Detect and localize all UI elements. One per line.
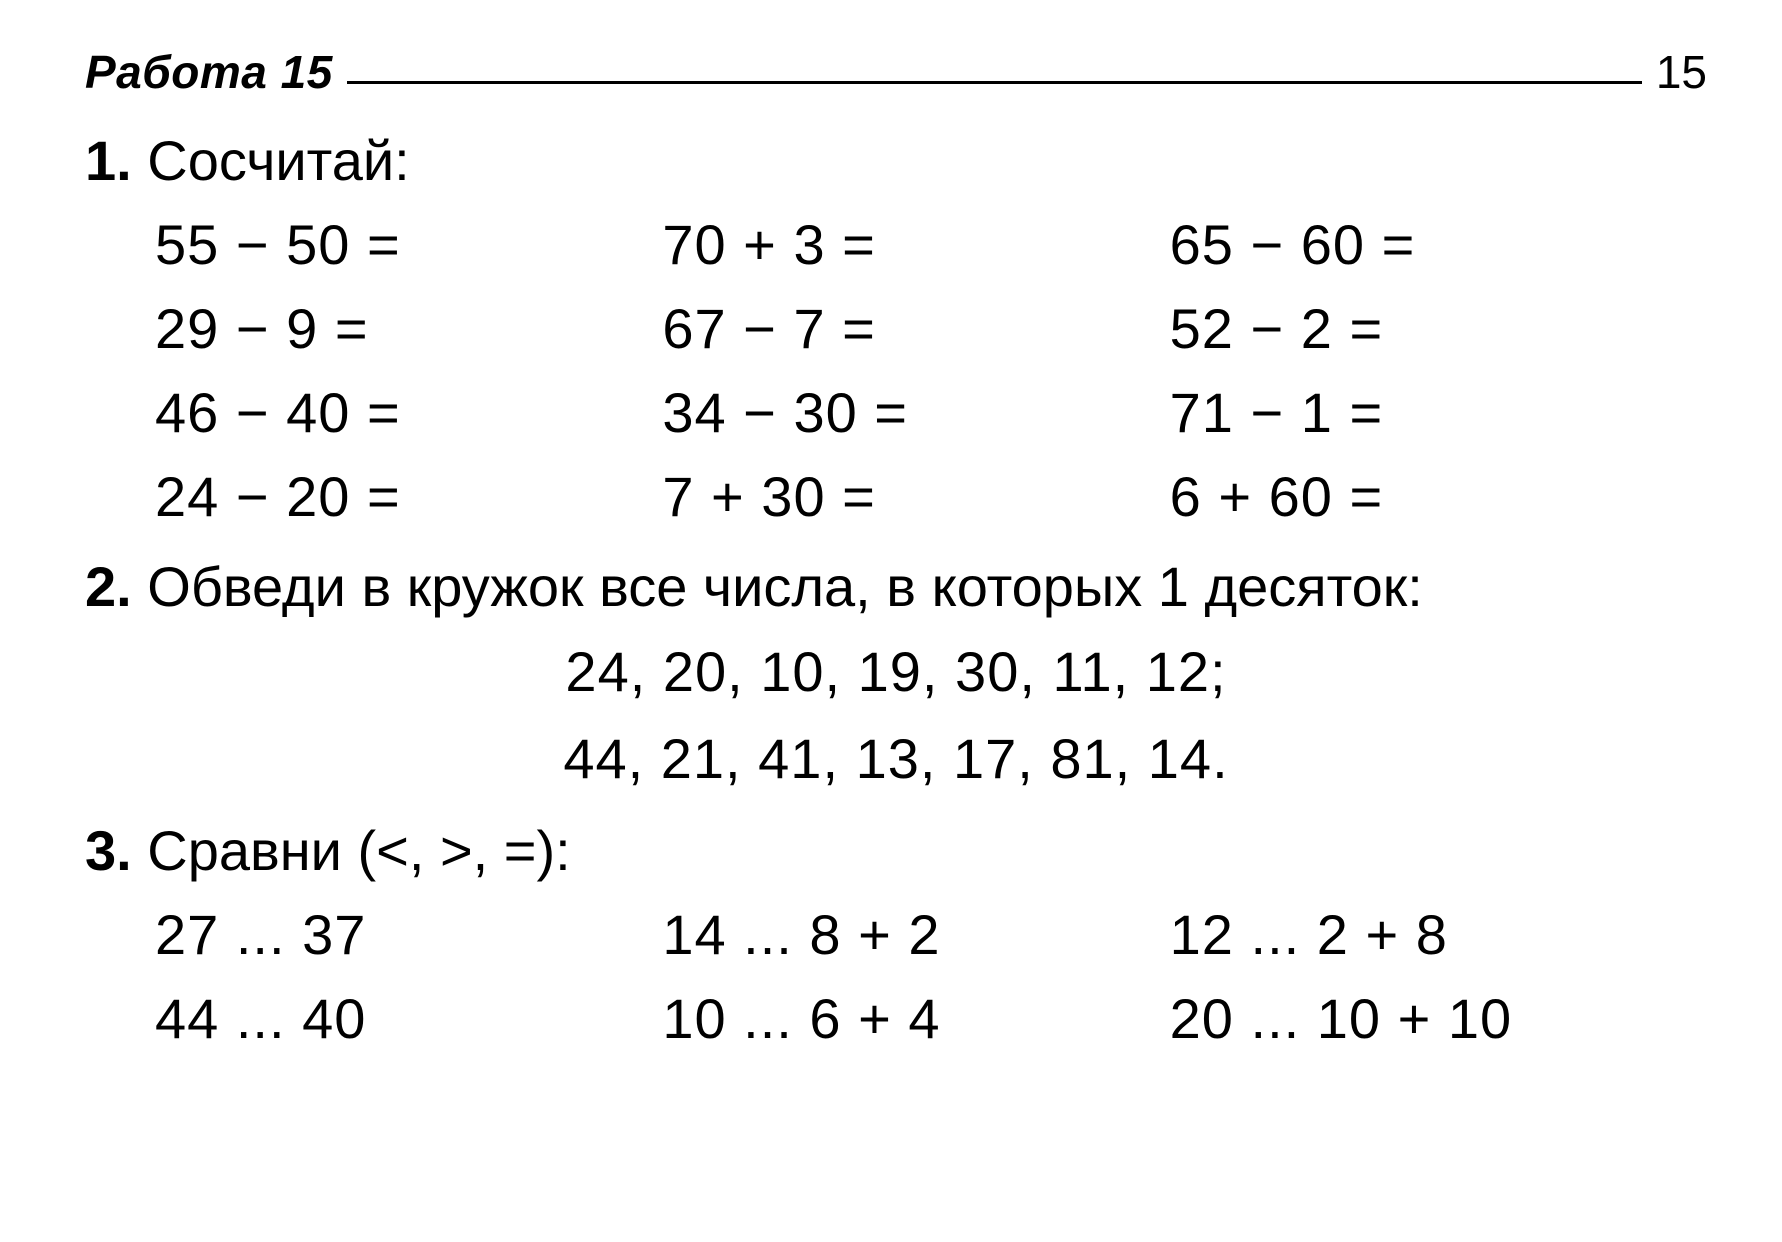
task-2-numbers: 24, 20, 10, 19, 30, 11, 12; 44, 21, 41, … [563, 629, 1228, 803]
task-1-col-3: 65 − 60 = 52 − 2 = 71 − 1 = 6 + 60 = [1170, 203, 1677, 539]
task-3-number: 3. [85, 819, 132, 882]
task-3-title: 3. Сравни (<, >, =): [85, 809, 1707, 893]
page-header: Работа 15 15 [85, 45, 1707, 99]
expression: 6 + 60 = [1170, 455, 1677, 539]
task-3-col-3: 12 ... 2 + 8 20 ... 10 + 10 [1170, 893, 1677, 1061]
expression: 52 − 2 = [1170, 287, 1677, 371]
expression: 67 − 7 = [662, 287, 1169, 371]
task-1-number: 1. [85, 129, 132, 192]
comparison: 10 ... 6 + 4 [662, 977, 1169, 1061]
expression: 34 − 30 = [662, 371, 1169, 455]
task-1-col-1: 55 − 50 = 29 − 9 = 46 − 40 = 24 − 20 = [155, 203, 662, 539]
number-list-line: 44, 21, 41, 13, 17, 81, 14. [563, 716, 1228, 803]
task-3-label: Сравни (<, >, =): [147, 819, 570, 882]
task-3-col-1: 27 ... 37 44 ... 40 [155, 893, 662, 1061]
task-1-grid: 55 − 50 = 29 − 9 = 46 − 40 = 24 − 20 = 7… [155, 203, 1677, 539]
task-2-title: 2. Обведи в кружок все числа, в которых … [85, 545, 1707, 629]
task-2-number: 2. [85, 555, 132, 618]
task-2-label: Обведи в кружок все числа, в которых 1 д… [147, 555, 1423, 618]
expression: 29 − 9 = [155, 287, 662, 371]
task-1-label: Сосчитай: [147, 129, 409, 192]
work-label: Работа 15 [85, 45, 347, 99]
comparison: 12 ... 2 + 8 [1170, 893, 1677, 977]
task-3-col-2: 14 ... 8 + 2 10 ... 6 + 4 [662, 893, 1169, 1061]
page-number: 15 [1642, 45, 1707, 99]
comparison: 14 ... 8 + 2 [662, 893, 1169, 977]
expression: 46 − 40 = [155, 371, 662, 455]
task-1-col-2: 70 + 3 = 67 − 7 = 34 − 30 = 7 + 30 = [662, 203, 1169, 539]
comparison: 20 ... 10 + 10 [1170, 977, 1677, 1061]
expression: 70 + 3 = [662, 203, 1169, 287]
comparison: 27 ... 37 [155, 893, 662, 977]
worksheet-page: Работа 15 15 1. Сосчитай: 55 − 50 = 29 −… [0, 0, 1782, 1242]
task-2: 2. Обведи в кружок все числа, в которых … [85, 545, 1707, 803]
task-3: 3. Сравни (<, >, =): 27 ... 37 44 ... 40… [85, 809, 1707, 1061]
expression: 71 − 1 = [1170, 371, 1677, 455]
task-1-title: 1. Сосчитай: [85, 119, 1707, 203]
expression: 65 − 60 = [1170, 203, 1677, 287]
number-list-line: 24, 20, 10, 19, 30, 11, 12; [563, 629, 1228, 716]
expression: 24 − 20 = [155, 455, 662, 539]
task-3-grid: 27 ... 37 44 ... 40 14 ... 8 + 2 10 ... … [155, 893, 1677, 1061]
expression: 7 + 30 = [662, 455, 1169, 539]
expression: 55 − 50 = [155, 203, 662, 287]
comparison: 44 ... 40 [155, 977, 662, 1061]
task-1: 1. Сосчитай: 55 − 50 = 29 − 9 = 46 − 40 … [85, 119, 1707, 539]
header-rule [347, 81, 1642, 84]
